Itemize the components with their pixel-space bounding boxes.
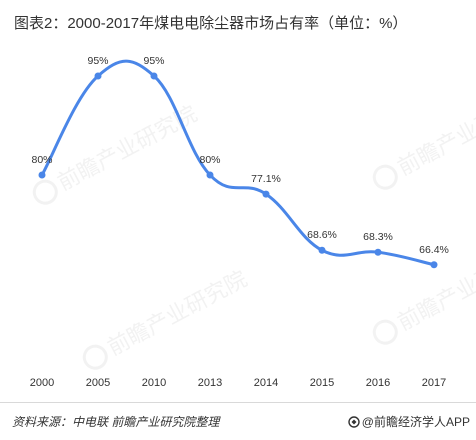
x-tick-label-2000: 2000 <box>30 377 54 389</box>
x-tick-label-2017: 2017 <box>422 377 446 389</box>
data-label-2005: 95% <box>87 55 108 67</box>
footer: 资料来源：中电联 前瞻产业研究院整理 @前瞻经济学人APP <box>0 402 476 440</box>
data-label-2014: 77.1% <box>251 173 281 185</box>
x-tick-label-2013: 2013 <box>198 377 222 389</box>
chart-title: 图表2：2000-2017年煤电电除尘器市场占有率（单位：%） <box>14 15 408 32</box>
data-point-2017 <box>430 261 438 269</box>
data-label-2000: 80% <box>31 154 52 166</box>
x-tick-label-2015: 2015 <box>310 377 334 389</box>
data-label-2010: 95% <box>143 55 164 67</box>
data-point-2014 <box>262 190 270 198</box>
brand-logo-icon <box>348 415 360 428</box>
data-point-2013 <box>206 171 214 179</box>
x-tick-label-2016: 2016 <box>366 377 390 389</box>
watermark-2: 前瞻产业研究院 <box>372 87 476 190</box>
data-point-2000 <box>38 171 46 179</box>
data-point-2010 <box>150 72 158 80</box>
x-tick-label-2010: 2010 <box>142 377 166 389</box>
data-label-2017: 66.4% <box>419 244 449 256</box>
x-tick-label-2005: 2005 <box>86 377 110 389</box>
watermark-4: 前瞻产业研究院 <box>372 242 476 345</box>
data-point-2005 <box>94 72 102 80</box>
data-label-2016: 68.3% <box>363 231 393 243</box>
data-label-2013: 80% <box>199 154 220 166</box>
data-label-2015: 68.6% <box>307 229 337 241</box>
brand-tag: @前瞻经济学人APP <box>348 413 470 430</box>
x-tick-label-2014: 2014 <box>254 377 278 389</box>
svg-text:前瞻产业研究院: 前瞻产业研究院 <box>104 267 252 361</box>
source-note: 资料来源：中电联 前瞻产业研究院整理 <box>12 415 220 429</box>
data-point-2015 <box>318 246 326 254</box>
svg-text:前瞻产业研究院: 前瞻产业研究院 <box>394 87 476 181</box>
data-point-2016 <box>374 248 382 256</box>
watermark-3: 前瞻产业研究院 <box>82 267 252 370</box>
brand-label: @前瞻经济学人APP <box>361 415 470 429</box>
watermark-1: 前瞻产业研究院 <box>32 102 202 205</box>
svg-text:前瞻产业研究院: 前瞻产业研究院 <box>394 242 476 336</box>
